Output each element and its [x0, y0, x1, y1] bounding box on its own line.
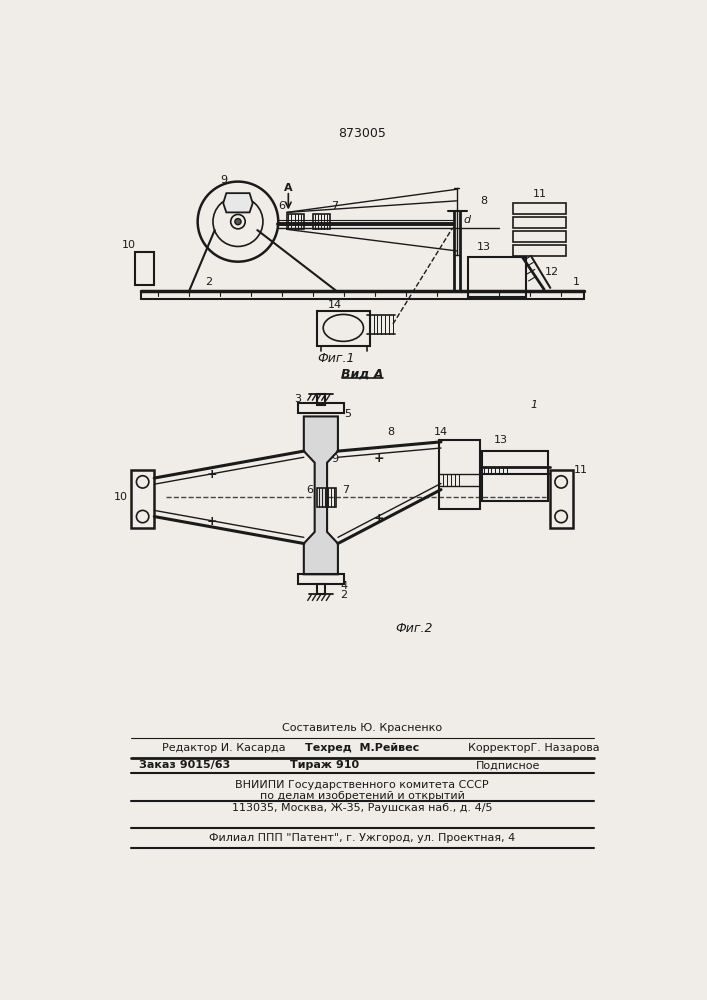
Text: 12: 12 — [545, 267, 559, 277]
Text: 7: 7 — [342, 485, 349, 495]
Text: 5: 5 — [344, 409, 351, 419]
Circle shape — [235, 219, 241, 225]
Bar — [513, 231, 566, 242]
Text: 1: 1 — [530, 400, 537, 410]
Bar — [317, 311, 370, 346]
Text: 1: 1 — [573, 277, 580, 287]
Text: 10: 10 — [114, 492, 128, 502]
Text: 2: 2 — [205, 277, 212, 287]
Text: Фиг.2: Фиг.2 — [395, 622, 433, 635]
Bar — [317, 394, 325, 405]
Text: 11: 11 — [532, 189, 547, 199]
Text: +: + — [207, 515, 218, 528]
Text: Заказ 9015/63: Заказ 9015/63 — [139, 760, 230, 770]
Bar — [287, 214, 304, 229]
Text: 3: 3 — [294, 394, 301, 404]
Bar — [313, 214, 330, 229]
Text: 873005: 873005 — [338, 127, 386, 140]
Bar — [482, 451, 548, 501]
Bar — [468, 257, 526, 297]
Text: 4: 4 — [341, 581, 348, 591]
Text: 10: 10 — [122, 240, 136, 250]
Bar — [317, 488, 337, 507]
Text: Вид А: Вид А — [341, 368, 383, 381]
Bar — [549, 470, 573, 528]
Text: 14: 14 — [434, 427, 448, 437]
Bar — [298, 574, 344, 584]
Text: Подписное: Подписное — [476, 760, 540, 770]
Text: d: d — [463, 215, 470, 225]
Text: 2: 2 — [341, 590, 348, 600]
Text: +: + — [207, 468, 218, 481]
Text: 13: 13 — [493, 435, 508, 445]
Text: КорректорГ. Назарова: КорректорГ. Назарова — [468, 743, 600, 753]
Text: 7: 7 — [332, 201, 339, 211]
Polygon shape — [304, 416, 338, 574]
Text: Техред  М.Рейвес: Техред М.Рейвес — [305, 743, 420, 753]
Text: 6: 6 — [307, 485, 313, 495]
Text: 11: 11 — [573, 465, 588, 475]
Bar — [317, 584, 325, 594]
Text: Филиал ППП "Патент", г. Ужгород, ул. Проектная, 4: Филиал ППП "Патент", г. Ужгород, ул. Про… — [209, 833, 515, 843]
Bar — [513, 217, 566, 228]
Text: 9: 9 — [332, 454, 339, 464]
Text: Составитель Ю. Красненко: Составитель Ю. Красненко — [282, 723, 442, 733]
Text: 113035, Москва, Ж-35, Раушская наб., д. 4/5: 113035, Москва, Ж-35, Раушская наб., д. … — [232, 803, 492, 813]
Text: 8: 8 — [387, 427, 395, 437]
Text: 8: 8 — [480, 196, 487, 206]
Text: +: + — [374, 452, 385, 465]
Text: 6: 6 — [279, 201, 286, 211]
Text: +: + — [374, 512, 385, 525]
Bar — [298, 403, 344, 413]
Text: по делам изобретений и открытий: по делам изобретений и открытий — [259, 791, 464, 801]
Text: 9: 9 — [221, 175, 228, 185]
Bar — [440, 440, 480, 509]
Text: 13: 13 — [477, 242, 491, 252]
Text: ВНИИПИ Государственного комитета СССР: ВНИИПИ Государственного комитета СССР — [235, 780, 489, 790]
Bar — [513, 245, 566, 256]
Text: Редактор И. Касарда: Редактор И. Касарда — [162, 743, 286, 753]
Polygon shape — [223, 193, 252, 212]
Text: Фиг.1: Фиг.1 — [317, 352, 355, 365]
Bar — [131, 470, 154, 528]
Bar — [513, 203, 566, 214]
Text: 14: 14 — [328, 300, 342, 310]
Text: A: A — [284, 183, 293, 193]
Text: Тираж 910: Тираж 910 — [290, 760, 359, 770]
Bar — [135, 252, 154, 285]
